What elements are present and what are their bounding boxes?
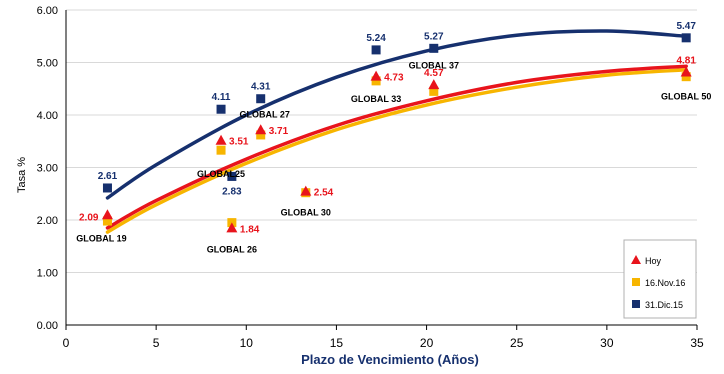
point-marker: [429, 43, 439, 53]
value-label: 4.11: [212, 92, 231, 103]
value-label: 5.27: [424, 31, 444, 42]
value-label: 5.24: [366, 33, 386, 44]
legend-marker: [632, 278, 640, 286]
bond-label: GLOBAL 26: [207, 244, 257, 254]
value-label: 4.81: [676, 55, 696, 66]
bond-label: GLOBAL 27: [240, 110, 290, 120]
data-points: [101, 33, 692, 233]
bond-label: GLOBAL 30: [281, 208, 331, 218]
x-tick-label: 35: [690, 336, 704, 350]
legend: Hoy 16.Nov.16 31.Dic.15: [623, 239, 697, 319]
point-marker: [227, 171, 237, 181]
point-marker: [371, 45, 381, 55]
x-tick-label: 5: [153, 336, 160, 350]
point-marker: [226, 222, 238, 233]
point-marker: [102, 216, 112, 226]
value-label: 3.51: [229, 137, 249, 148]
value-label: 5.47: [676, 21, 696, 32]
x-axis-title: Plazo de Vencimiento (Años): [301, 352, 479, 367]
x-tick-label: 30: [600, 336, 614, 350]
x-tick-label: 25: [510, 336, 524, 350]
data-labels: 2.09 2.61 3.51 4.11 1.84 2.83 3.71 4.31 2.54 4.73…: [76, 21, 711, 255]
trend-line-1: [105, 68, 688, 234]
bond-label: GLOBAL25: [197, 169, 245, 179]
point-marker: [428, 79, 440, 90]
value-label: 2.54: [314, 188, 334, 199]
y-tick-label: 1.00: [37, 268, 58, 280]
legend-label: 16.Nov.16: [645, 278, 685, 288]
value-label: 4.73: [384, 73, 404, 84]
point-marker: [681, 72, 691, 82]
legend-marker: [632, 300, 640, 308]
point-marker: [300, 185, 312, 196]
y-tick-label: 4.00: [37, 110, 58, 122]
axes: 0.00 1.00 2.00 3.00 4.00 5.00 6.00 0 5 10 15 20 25 30…: [37, 5, 704, 350]
point-marker: [215, 134, 227, 145]
legend-label: 31.Dic.15: [645, 300, 683, 310]
trend-line-0: [105, 64, 688, 230]
value-label: 2.83: [222, 186, 242, 197]
trend-lines: [105, 29, 688, 234]
y-tick-label: 3.00: [37, 163, 58, 175]
x-tick-label: 20: [420, 336, 434, 350]
point-marker: [255, 124, 267, 135]
bond-label: GLOBAL 19: [76, 233, 126, 243]
bond-label: GLOBAL 37: [409, 60, 459, 70]
point-marker: [102, 183, 112, 193]
point-marker: [256, 130, 266, 140]
x-tick-label: 15: [330, 336, 344, 350]
point-marker: [101, 209, 113, 220]
point-marker: [216, 104, 226, 114]
value-label: 2.09: [79, 212, 99, 223]
legend-label: Hoy: [645, 256, 662, 266]
bond-label: GLOBAL 33: [351, 94, 401, 104]
legend-marker: [631, 255, 641, 264]
point-marker: [680, 66, 692, 77]
point-marker: [256, 94, 266, 104]
point-marker: [216, 145, 226, 155]
y-tick-label: 0.00: [37, 320, 58, 332]
value-label: 4.57: [424, 68, 444, 79]
value-label: 2.61: [98, 171, 118, 182]
point-marker: [371, 76, 381, 86]
y-tick-label: 6.00: [37, 5, 58, 17]
trend-line-2: [105, 29, 688, 200]
bond-label: GLOBAL 50: [661, 92, 711, 102]
x-tick-label: 0: [63, 336, 70, 350]
x-tick-label: 10: [240, 336, 254, 350]
point-marker: [681, 33, 691, 43]
point-marker: [429, 86, 439, 96]
value-label: 4.31: [251, 82, 271, 93]
y-axis-title: Tasa %: [16, 157, 28, 193]
point-marker: [370, 70, 382, 81]
y-tick-label: 5.00: [37, 58, 58, 70]
value-label: 1.84: [240, 224, 260, 235]
value-label: 3.71: [269, 126, 289, 137]
y-tick-label: 2.00: [37, 215, 58, 227]
